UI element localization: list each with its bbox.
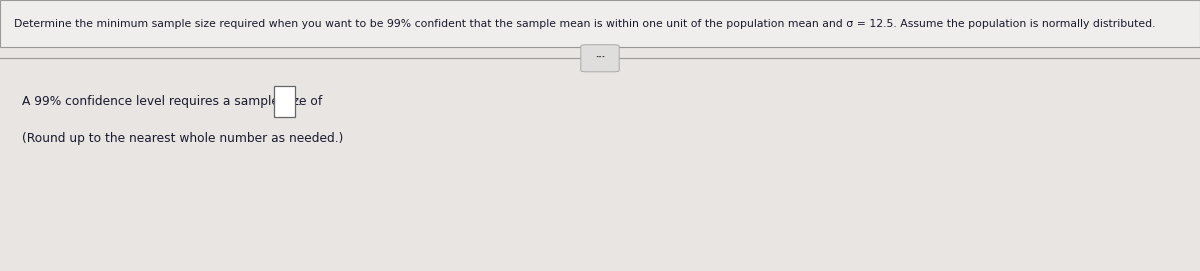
Text: ···: ··· bbox=[595, 54, 605, 63]
Text: A 99% confidence level requires a sample size of: A 99% confidence level requires a sample… bbox=[22, 95, 322, 108]
FancyBboxPatch shape bbox=[274, 86, 295, 117]
Text: Determine the minimum sample size required when you want to be 99% confident tha: Determine the minimum sample size requir… bbox=[14, 19, 1156, 29]
Text: .: . bbox=[298, 95, 301, 108]
FancyBboxPatch shape bbox=[581, 45, 619, 72]
FancyBboxPatch shape bbox=[0, 0, 1200, 47]
Text: (Round up to the nearest whole number as needed.): (Round up to the nearest whole number as… bbox=[22, 132, 343, 145]
